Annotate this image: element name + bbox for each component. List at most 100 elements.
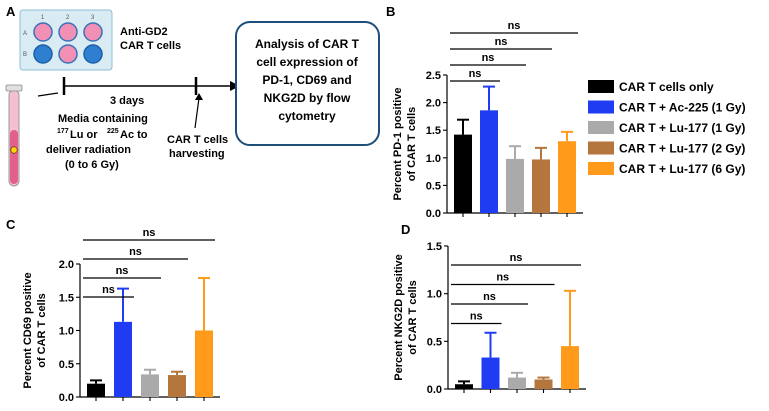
analysis-line-2: cell expression of	[256, 55, 358, 69]
c-ylabel-line1: Percent CD69 positive	[22, 272, 34, 388]
b-ylabel-line1: Percent PD-1 positive	[392, 87, 404, 200]
b-ytick-label-2: 1.0	[426, 153, 441, 165]
legend-swatch-4	[588, 141, 614, 155]
legend-swatch-5	[588, 162, 614, 175]
legend-swatch-3	[588, 121, 614, 134]
c-ytick-label-0: 0.0	[59, 392, 74, 404]
legend-label-4: CAR T + Lu-177 (2 Gy)	[619, 142, 745, 156]
d-bar-5	[561, 346, 579, 389]
d-bar-4	[534, 379, 553, 389]
legend-swatch-1	[588, 80, 614, 93]
legend-label-1: CAR T cells only	[619, 80, 714, 94]
b-sig-label-2: ns	[482, 52, 495, 64]
b-ylabel-line2: of CAR T cells	[406, 107, 418, 182]
media-tube	[5, 84, 23, 187]
b-ytick-label-5: 2.5	[426, 70, 441, 82]
well-b2	[58, 44, 78, 64]
ac-mass-superscript: 225	[107, 128, 119, 135]
d-ytick-label-0: 0.0	[427, 384, 442, 396]
cells-label-line1: Anti-GD2	[120, 26, 168, 38]
legend-swatch-2	[588, 100, 614, 114]
c-ytick-label-3: 1.5	[59, 292, 74, 304]
well-a3	[83, 22, 103, 42]
media-line-4: (0 to 6 Gy)	[65, 159, 119, 171]
b-sig-label-4: ns	[508, 20, 521, 32]
panel-letter-b: B	[386, 4, 395, 19]
b-sig-label-3: ns	[495, 36, 508, 48]
tube-arrow	[37, 92, 59, 97]
well-b1	[33, 44, 53, 64]
d-ytick-label-2: 1.0	[427, 289, 442, 301]
tube-liquid	[10, 130, 18, 184]
b-sig-label-1: ns	[469, 68, 482, 80]
well-a1	[33, 22, 53, 42]
d-sig-label-3: ns	[496, 272, 509, 284]
b-ytick-label-3: 1.5	[426, 125, 441, 137]
c-sig-label-1: ns	[102, 284, 115, 296]
harvest-label-line1: CAR T cells	[167, 134, 228, 146]
b-bar-5	[558, 141, 576, 213]
lu-mass-superscript: 177	[57, 128, 69, 135]
analysis-line-5: cytometry	[278, 109, 336, 123]
c-ytick-label-2: 1.0	[59, 326, 74, 338]
b-ytick-label-1: 0.5	[426, 180, 441, 192]
schematic: 1 2 3 A B Anti-GD2 CAR T cells 3 days	[5, 9, 380, 187]
d-bar-3	[508, 377, 526, 389]
d-bar-1	[455, 384, 473, 389]
d-bar-2	[481, 357, 500, 389]
tube-cap	[5, 84, 23, 92]
legend-label-3: CAR T + Lu-177 (1 Gy)	[619, 121, 745, 135]
cells-label-line2: CAR T cells	[120, 40, 181, 52]
b-bar-1	[454, 134, 472, 213]
c-bar-3	[141, 374, 159, 397]
analysis-line-4: NKG2D by flow	[264, 91, 351, 105]
media-lu-text: Lu or	[70, 129, 98, 141]
c-sig-label-2: ns	[116, 265, 129, 277]
c-bar-5	[195, 330, 213, 397]
d-ylabel-line1: Percent NKG2D positive	[393, 254, 405, 381]
d-ylabel-line2: of CAR T cells	[407, 280, 419, 355]
plate-row-label-a: A	[23, 31, 27, 37]
d-sig-label-1: ns	[470, 311, 483, 323]
panel-letter-c: C	[6, 217, 16, 232]
well-a2	[58, 22, 78, 42]
d-sig-label-2: ns	[483, 291, 496, 303]
c-ytick-label-4: 2.0	[59, 259, 74, 271]
chart-cd69: Percent CD69 positive of CAR T cells 0.0 0.…	[22, 227, 220, 404]
legend: CAR T cells only CAR T + Ac-225 (1 Gy) CAR…	[588, 80, 746, 176]
harvest-arrowhead	[195, 93, 203, 100]
radiation-icon	[10, 146, 18, 154]
c-bar-4	[168, 375, 186, 397]
harvest-label-line2: harvesting	[169, 148, 225, 160]
analysis-box	[235, 21, 380, 146]
media-line-1: Media containing	[58, 113, 148, 125]
c-sig-label-4: ns	[143, 227, 156, 239]
panel-letter-d: D	[401, 222, 410, 237]
analysis-line-3: PD-1, CD69 and	[262, 73, 351, 87]
media-ac-text: Ac to	[120, 129, 148, 141]
legend-label-5: CAR T + Lu-177 (6 Gy)	[619, 162, 745, 176]
b-bar-2	[480, 110, 498, 213]
b-bar-3	[506, 158, 524, 213]
c-bar-1	[87, 383, 105, 397]
plate-row-label-b: B	[23, 52, 27, 58]
panel-letter-a: A	[6, 4, 16, 19]
c-sig-label-3: ns	[129, 246, 142, 258]
media-line-2: 177 Lu or 225 Ac to	[57, 128, 148, 141]
plate-col-label-3: 3	[91, 15, 95, 21]
well-plate: 1 2 3 A B	[19, 9, 113, 71]
d-sig-label-4: ns	[510, 252, 523, 264]
plate-col-label-1: 1	[41, 15, 45, 21]
b-ytick-label-4: 2.0	[426, 98, 441, 110]
b-ytick-label-0: 0.0	[426, 208, 441, 220]
d-ytick-label-1: 0.5	[427, 336, 442, 348]
days-label: 3 days	[110, 95, 144, 107]
c-ytick-label-1: 0.5	[59, 359, 74, 371]
well-b3	[83, 44, 103, 64]
legend-label-2: CAR T + Ac-225 (1 Gy)	[619, 101, 746, 115]
d-ytick-label-3: 1.5	[427, 241, 442, 253]
media-line-3: deliver radiation	[46, 144, 131, 156]
b-bar-4	[532, 159, 550, 213]
chart-pd1: Percent PD-1 positive of CAR T cells 0.0 0.…	[392, 20, 583, 220]
